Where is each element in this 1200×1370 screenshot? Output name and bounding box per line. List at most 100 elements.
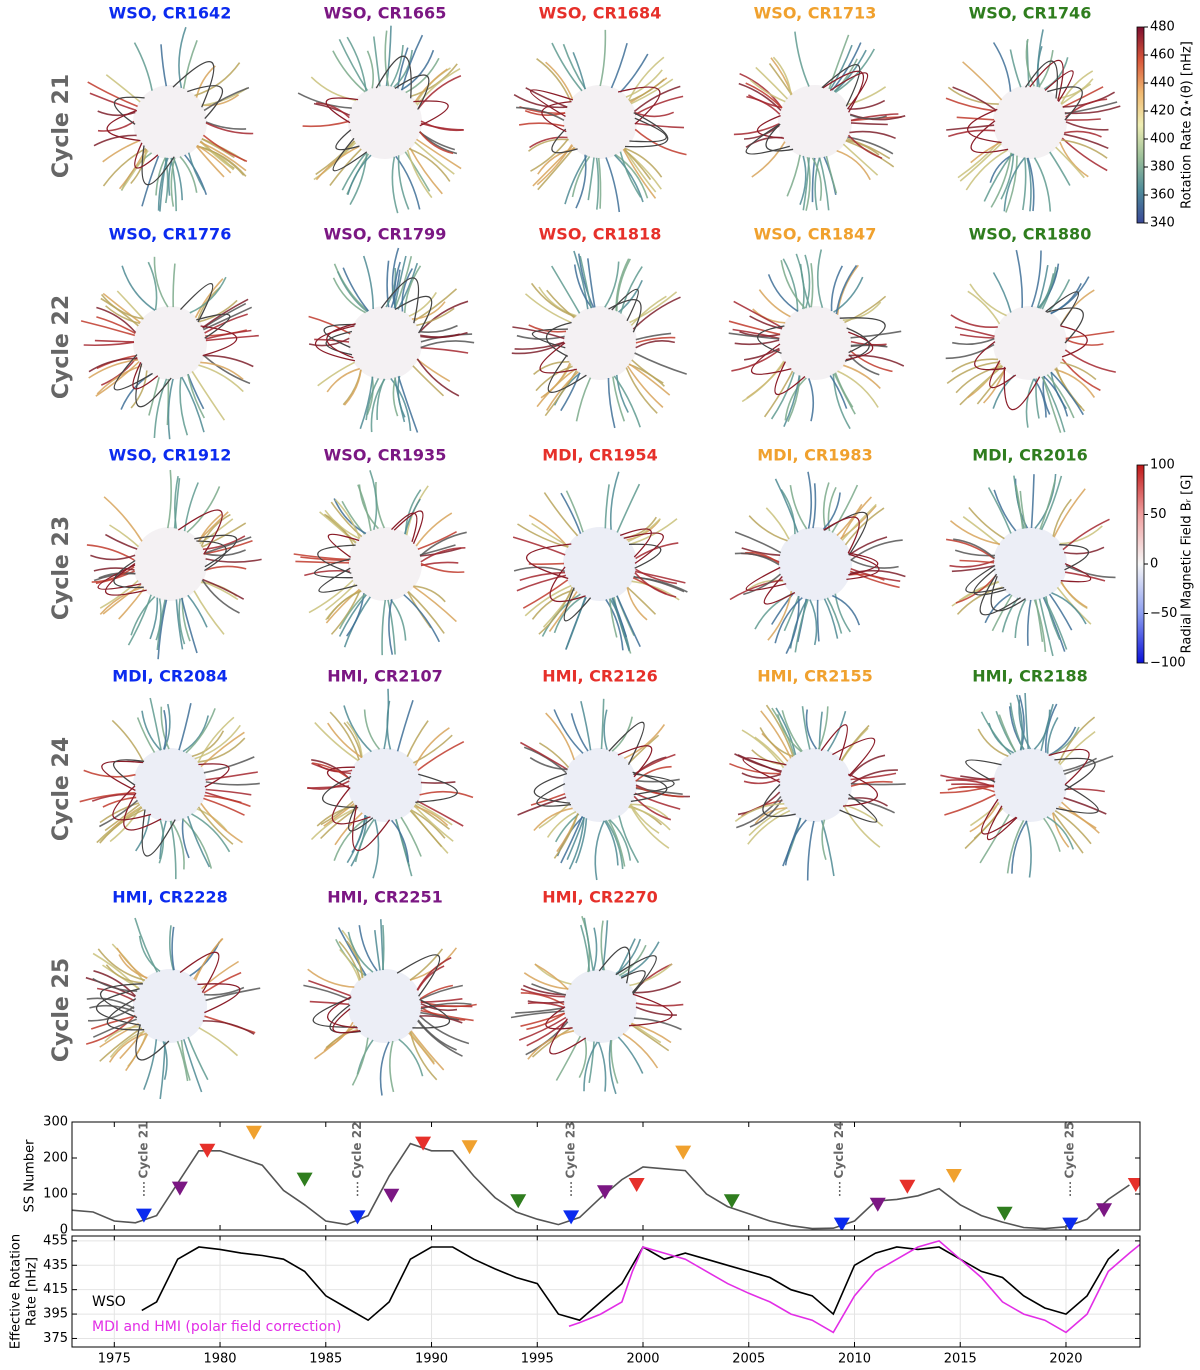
field-line — [308, 979, 351, 997]
field-line — [1027, 157, 1035, 212]
field-line — [393, 49, 413, 88]
field-line — [570, 713, 589, 752]
field-line — [512, 536, 566, 556]
field-line — [379, 1041, 390, 1096]
field-line — [635, 332, 672, 341]
field-line — [1045, 596, 1061, 640]
field-line — [412, 365, 445, 397]
field-line — [420, 340, 475, 349]
field-line — [959, 559, 995, 564]
field-line — [1055, 146, 1085, 179]
field-line — [343, 705, 372, 753]
closed-loop — [545, 321, 572, 357]
field-line — [1049, 726, 1077, 756]
panel-title: WSO, CR1880 — [969, 225, 1092, 244]
field-line — [141, 155, 160, 207]
colorbar-label: Rotation Rate Ω⋆(θ) [nHz] — [1180, 41, 1195, 209]
field-line — [630, 803, 669, 819]
field-line — [176, 1040, 189, 1082]
closed-loop — [323, 323, 356, 348]
closed-loop — [197, 983, 241, 1014]
field-line — [623, 148, 652, 181]
field-line — [108, 1032, 147, 1063]
field-line — [332, 277, 366, 314]
field-line — [390, 599, 407, 641]
field-line — [197, 716, 235, 763]
closed-loop — [821, 64, 861, 107]
field-line — [303, 984, 350, 1001]
field-line — [817, 706, 829, 750]
x-tick-label: 1975 — [98, 1352, 131, 1367]
field-line — [604, 261, 620, 308]
field-line — [319, 511, 357, 544]
closed-loop — [750, 343, 792, 375]
field-line — [799, 155, 807, 205]
field-line — [825, 155, 838, 194]
series-line — [568, 1240, 1140, 1334]
field-line — [604, 820, 619, 866]
field-line — [89, 92, 137, 111]
field-line — [394, 256, 413, 309]
field-line — [203, 756, 255, 774]
field-line — [616, 938, 636, 975]
field-line — [631, 359, 664, 384]
field-line — [97, 120, 135, 132]
field-line — [204, 986, 245, 996]
y-tick-label: 395 — [43, 1307, 68, 1322]
field-line — [313, 102, 350, 116]
field-line — [845, 139, 880, 156]
sun-disk — [133, 748, 207, 822]
field-line — [118, 148, 147, 190]
field-line — [630, 78, 674, 105]
closed-loop — [774, 361, 806, 396]
colorbar-tick-label: 480 — [1150, 20, 1175, 35]
panel-title: HMI, CR2228 — [112, 888, 228, 907]
field-line — [836, 150, 871, 181]
field-line — [194, 278, 224, 318]
field-line — [1063, 797, 1107, 815]
field-line — [628, 363, 671, 396]
field-line — [398, 1038, 424, 1077]
field-line — [336, 271, 368, 313]
field-line — [1025, 38, 1036, 87]
field-line — [1060, 70, 1094, 105]
cycle-annotation: Cycle 25 — [1063, 1122, 1077, 1179]
field-line — [843, 364, 881, 389]
field-line — [821, 819, 827, 860]
field-line — [369, 470, 378, 530]
closed-loop — [1024, 60, 1059, 99]
field-line — [419, 324, 458, 333]
field-line — [807, 378, 815, 422]
sun-disk — [133, 969, 207, 1043]
field-line — [970, 141, 1001, 164]
closed-loop — [973, 568, 1007, 596]
field-line — [973, 364, 1003, 393]
field-line — [551, 42, 583, 92]
field-line — [1006, 820, 1025, 874]
field-line — [387, 599, 396, 655]
closed-loop — [1060, 563, 1092, 583]
field-line — [520, 988, 566, 998]
closed-loop — [845, 331, 874, 361]
panel-title: WSO, CR1935 — [324, 446, 447, 465]
panel-title: WSO, CR1847 — [754, 225, 877, 244]
field-line — [202, 578, 245, 600]
field-line — [831, 594, 861, 626]
closed-loop — [547, 354, 587, 393]
epoch-marker — [1127, 1178, 1140, 1192]
field-line — [578, 253, 595, 308]
field-line — [850, 769, 898, 785]
field-line — [517, 523, 569, 548]
field-line — [628, 78, 665, 102]
field-line — [307, 785, 350, 789]
field-line — [104, 1025, 141, 1043]
field-line — [634, 792, 681, 810]
field-line — [417, 74, 462, 109]
field-line — [342, 267, 370, 312]
field-line — [587, 157, 595, 201]
field-line — [97, 110, 136, 117]
field-line — [528, 562, 565, 565]
field-line — [565, 490, 584, 533]
field-rendering — [513, 29, 687, 213]
field-line — [812, 483, 817, 529]
